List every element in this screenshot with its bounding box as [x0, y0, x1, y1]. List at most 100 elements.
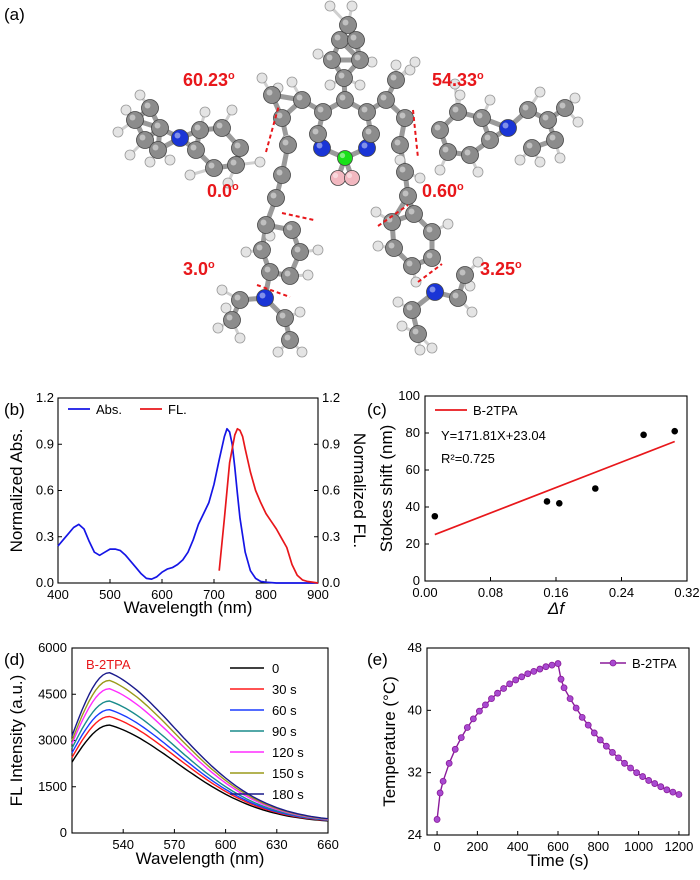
carbon-atom: [347, 31, 365, 49]
hydrogen-atom: [392, 296, 404, 308]
hydrogen-atom: [390, 59, 402, 71]
temperature-marker: [560, 684, 568, 692]
atom-highlight: [286, 224, 293, 231]
panel-e-label: (e): [367, 650, 388, 669]
hydrogen-atom: [296, 346, 308, 358]
hydrogen-atom: [120, 104, 132, 116]
atom-highlight: [434, 124, 441, 131]
hydrogen-atom: [212, 322, 224, 334]
carbon-atom: [403, 257, 421, 275]
atom-highlight: [316, 142, 323, 149]
hydrogen-atom: [372, 240, 384, 252]
panel-d-plot-frame: [71, 647, 329, 834]
hydrogen-atom: [112, 126, 124, 138]
carbon-atom: [281, 267, 299, 285]
temperature-marker: [500, 685, 507, 692]
y-tick-label: 40: [406, 499, 420, 514]
legend-label: B-2TPA: [632, 656, 677, 671]
spectrum-line: [71, 709, 329, 821]
carbon-atom: [213, 119, 231, 137]
nitrogen-atom: [426, 283, 444, 301]
hydrogen-atom: [472, 166, 484, 178]
panel-d-label: (d): [4, 650, 25, 669]
x-tick-label: 0.32: [674, 585, 699, 600]
panel-c-chart: 0.00 0.08 0.16 0.24 0.32 0 20 40 60 80 100 B-2TPA Y=…: [377, 388, 700, 618]
atom-highlight: [442, 146, 449, 153]
x-tick-label: 900: [307, 587, 329, 602]
atom-highlight: [350, 34, 357, 41]
carbon-atom: [261, 263, 279, 281]
atom-highlight: [284, 270, 291, 277]
atom-highlight: [390, 74, 397, 81]
x-tick-label: 0.16: [543, 585, 568, 600]
carbon-atom: [396, 109, 414, 127]
atom-highlight: [459, 269, 466, 276]
atom-highlight: [194, 124, 201, 131]
temperature-marker: [463, 724, 471, 731]
hydrogen-atom: [216, 284, 228, 296]
atom-highlight: [266, 89, 273, 96]
panel-e-plot-frame: [426, 647, 690, 836]
carbon-atom: [149, 141, 167, 159]
hydrogen-atom: [484, 94, 496, 106]
x-tick-label: 0.00: [412, 585, 437, 600]
panel-b-plot-frame: [57, 397, 319, 584]
carbon-atom: [439, 143, 457, 161]
temperature-marker: [475, 707, 483, 715]
carbon-atom: [257, 216, 275, 234]
atom-highlight: [526, 142, 533, 149]
x-tick-label: 800: [255, 587, 277, 602]
hydrogen-atom: [554, 152, 566, 164]
hydrogen-atom: [302, 269, 314, 281]
hydrogen-atom: [449, 78, 461, 90]
atom-highlight: [542, 114, 549, 121]
y-right-axis-title: Normalized FL.: [350, 433, 369, 548]
y-tick-label: 0.9: [36, 436, 54, 451]
atom-highlight: [394, 139, 401, 146]
temperature-marker: [596, 736, 604, 744]
atom-highlight: [264, 266, 271, 273]
x-tick-label: 400: [507, 839, 529, 854]
carbon-atom: [405, 205, 423, 223]
atom-highlight: [256, 244, 263, 251]
x-tick-label: 600: [151, 587, 173, 602]
atom-highlight: [522, 104, 529, 111]
hydrogen-atom: [324, 0, 336, 12]
hydrogen-atom: [199, 106, 211, 118]
hydrogen-atom: [534, 156, 546, 168]
atom-highlight: [365, 128, 372, 135]
carbon-atom: [223, 311, 241, 329]
legend-label: 0: [272, 661, 279, 676]
atom-highlight: [129, 114, 136, 121]
temperature-marker: [512, 676, 520, 684]
hydrogen-atom: [404, 64, 416, 76]
legend-label-abs: Abs.: [96, 402, 122, 417]
hydrogen-atom: [240, 246, 252, 258]
atom-highlight: [426, 226, 433, 233]
atom-highlight: [338, 72, 345, 79]
y-right-tick-label: 0.3: [322, 529, 340, 544]
panel-a-label: (a): [4, 5, 25, 24]
atom-highlight: [276, 112, 283, 119]
temperature-marker: [675, 791, 683, 798]
degree-superscript: o: [477, 70, 484, 82]
x-tick-label: 540: [112, 837, 134, 852]
atom-highlight: [406, 304, 413, 311]
carbon-atom: [323, 51, 341, 69]
temperature-marker: [651, 780, 659, 787]
carbon-atom: [556, 99, 574, 117]
temperature-marker: [566, 695, 574, 703]
panel-c-label: (c): [367, 400, 387, 419]
panel-b: (b) 400 500 600 700 800 9000.00.30.60.91.20.0…: [4, 390, 369, 617]
y-tick-label: 1.2: [36, 390, 54, 405]
carbon-atom: [396, 163, 414, 181]
temperature-marker: [518, 673, 526, 681]
carbon-atom: [377, 91, 395, 109]
carbon-atom: [362, 125, 380, 143]
hydrogen-atom: [286, 76, 298, 88]
temperature-marker: [627, 764, 634, 772]
data-point: [640, 431, 647, 439]
temperature-marker: [524, 670, 532, 678]
temperature-marker: [494, 689, 501, 697]
dihedral-dashed-line: [256, 284, 291, 298]
